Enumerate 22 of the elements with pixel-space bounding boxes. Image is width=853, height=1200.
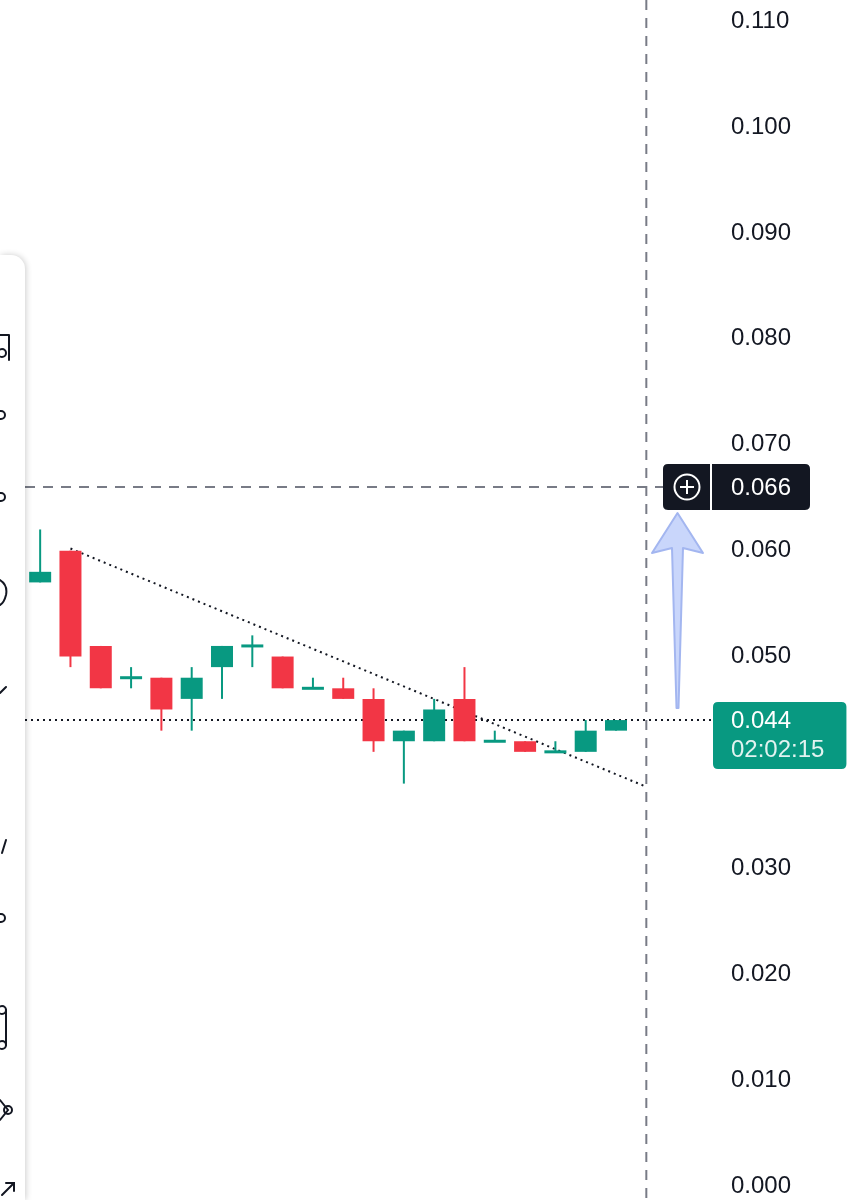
candlestick: [241, 634, 264, 669]
y-tick-label: 0.000: [731, 1170, 792, 1198]
candlestick: [392, 729, 415, 785]
y-tick-label: 0.100: [731, 111, 792, 139]
y-tick-label: 0.110: [731, 5, 790, 33]
candlestick: [120, 666, 143, 690]
text: 02:02:15: [731, 734, 825, 762]
ref-line-label: 0.044: [731, 705, 792, 733]
ref-line-label: 0.066: [731, 472, 792, 500]
y-tick-label: 0.070: [731, 429, 792, 457]
y-tick-label: 0.050: [731, 641, 792, 669]
y-tick-label: 0.080: [731, 323, 792, 351]
candlestick: [180, 666, 203, 732]
candlestick: [211, 644, 233, 700]
y-tick-label: 0.060: [731, 535, 792, 563]
y-tick-label: 0.090: [731, 217, 792, 245]
y-tick-label: 0.020: [731, 958, 792, 986]
candlestick: [574, 719, 597, 753]
candlestick: [332, 676, 355, 700]
y-tick-label: 0.030: [731, 852, 792, 880]
y-tick-label: 0.010: [731, 1064, 792, 1092]
candlestick: [29, 528, 52, 584]
